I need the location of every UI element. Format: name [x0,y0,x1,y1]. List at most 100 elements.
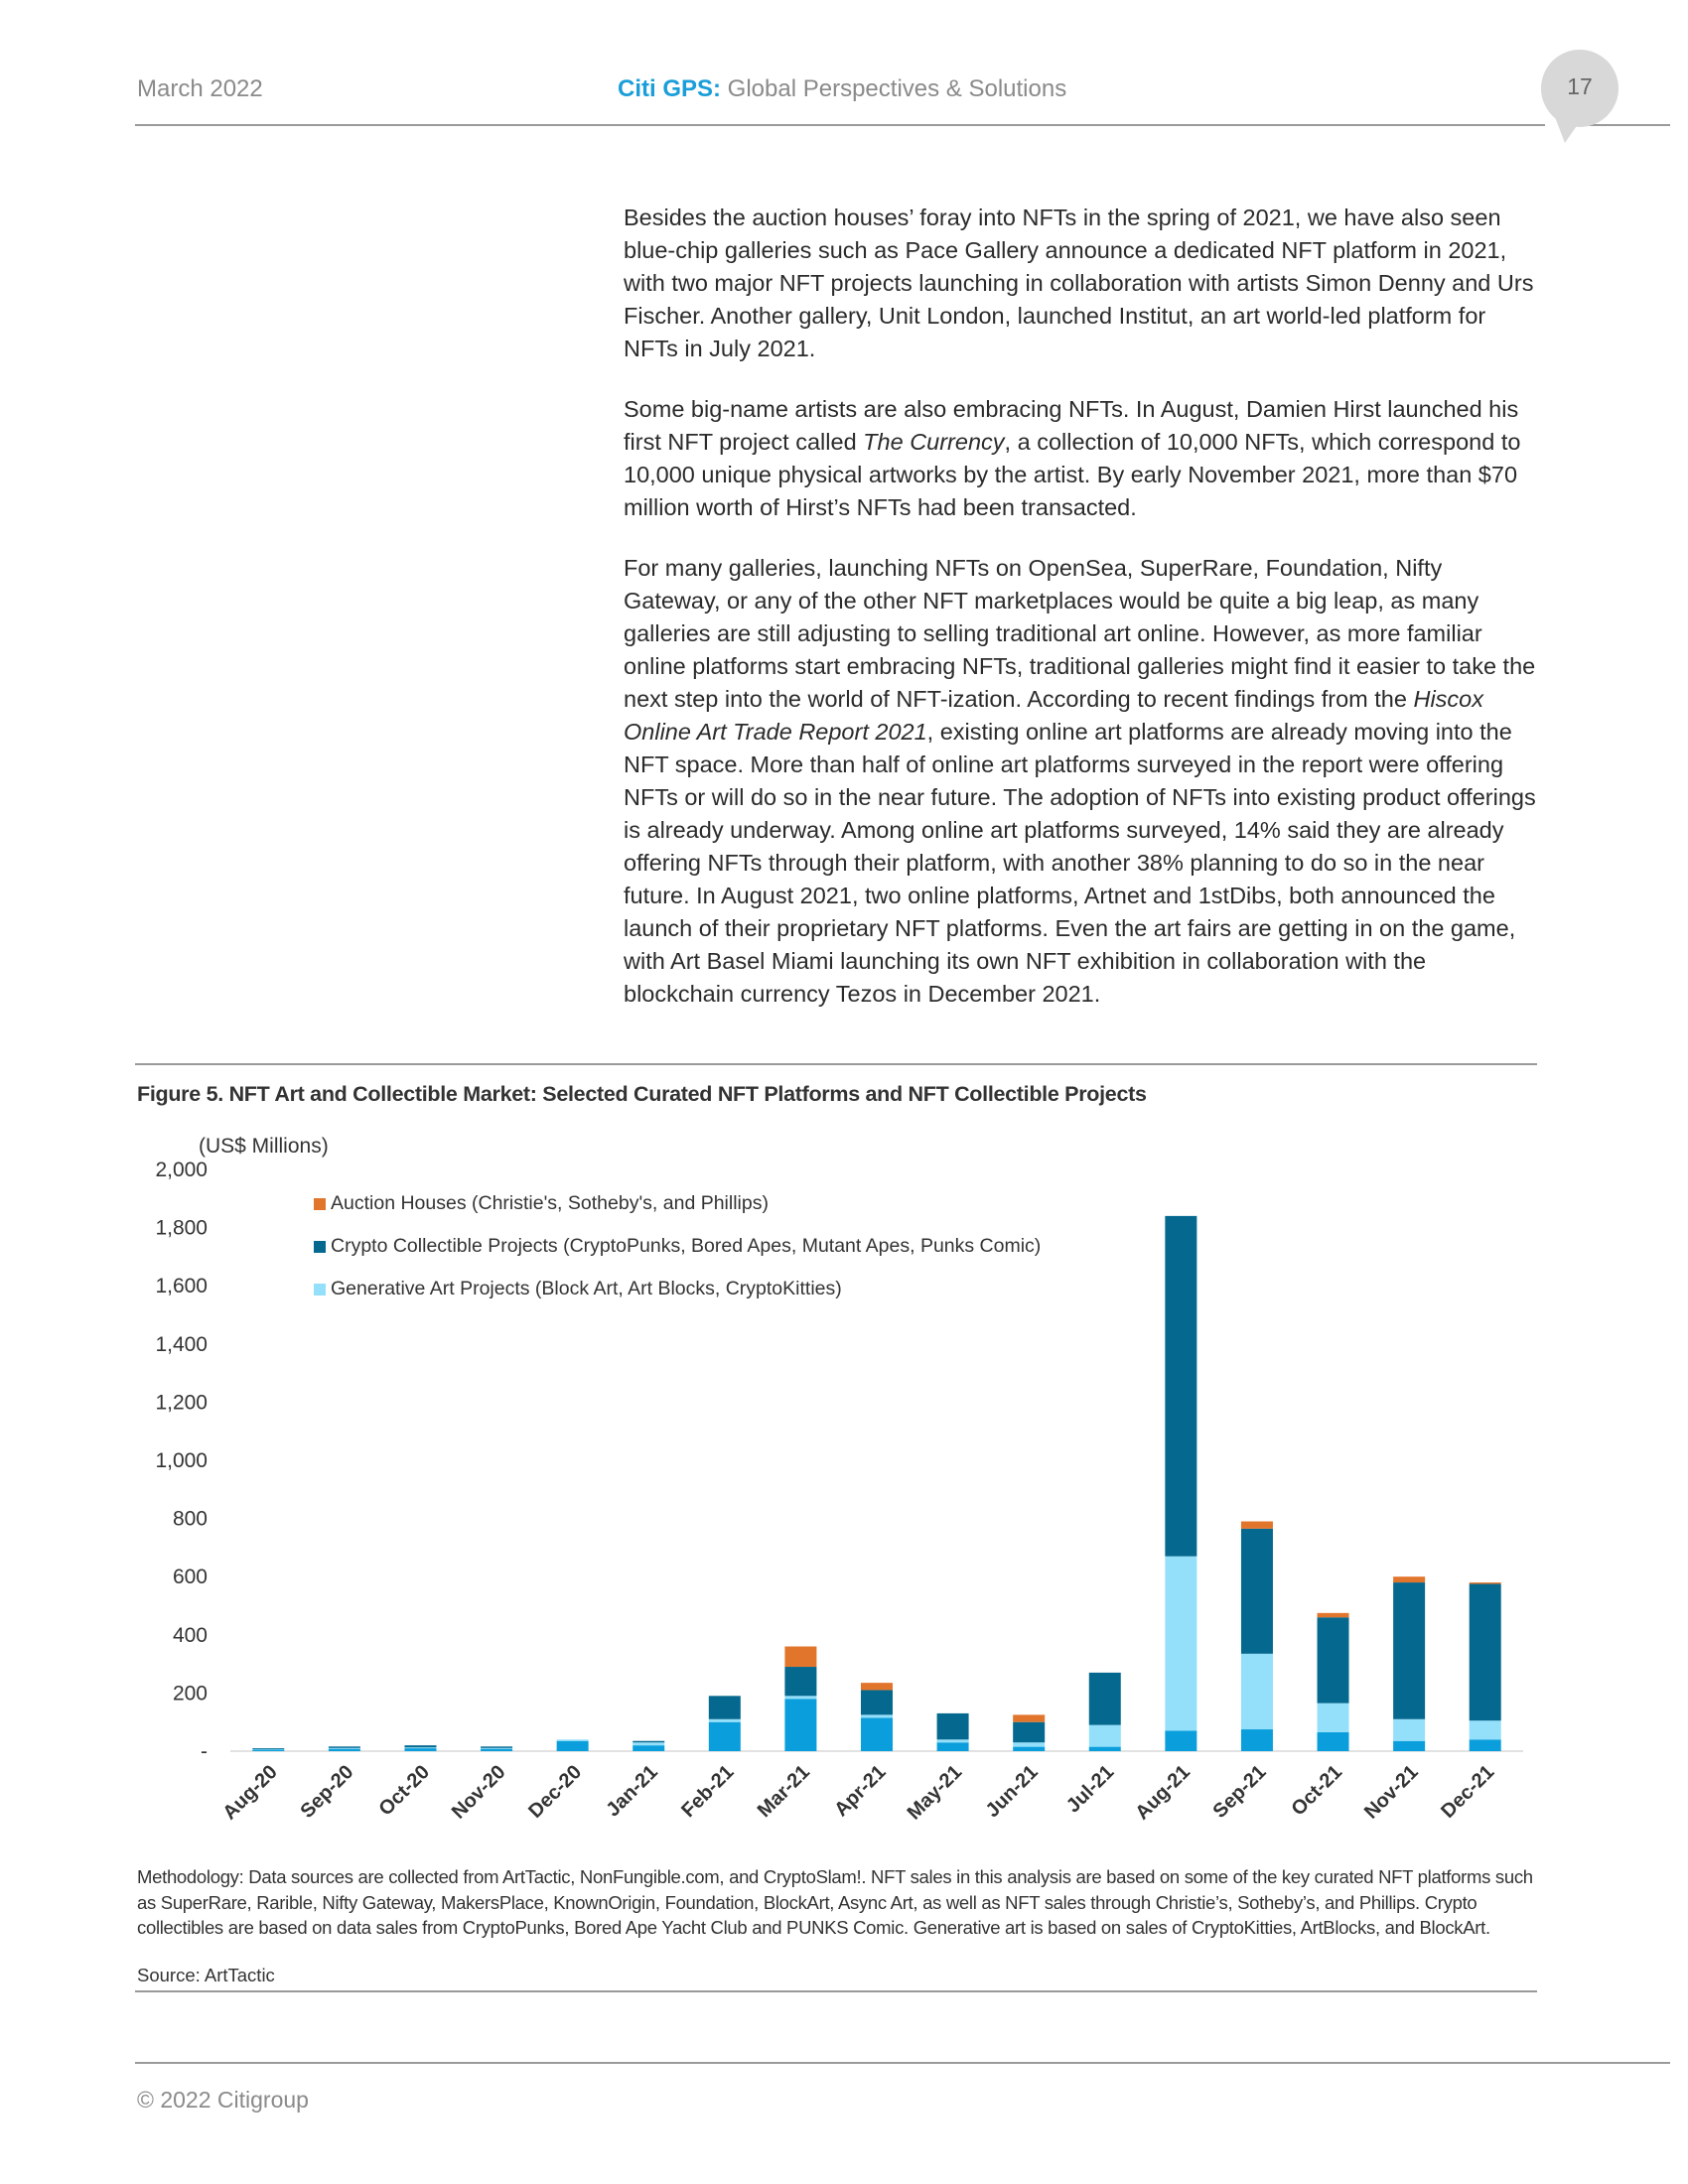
body-text: Besides the auction houses’ foray into N… [624,202,1537,1038]
x-tick-label: Aug-20 [218,1761,281,1824]
bar-segment [1088,1724,1121,1747]
bar-segment [1393,1740,1426,1751]
y-tick-label: 1,200 [155,1391,208,1414]
x-tick-label: Dec-21 [1437,1761,1498,1823]
bar-segment [1240,1521,1273,1529]
chart-y-axis-label: (US$ Millions) [199,1135,329,1158]
bar-segment [404,1747,437,1749]
bar-segment [1013,1714,1046,1722]
bar-segment [1240,1729,1273,1751]
bar-segment [1088,1746,1121,1751]
y-tick-label: 200 [173,1682,208,1705]
bar-segment [1165,1556,1197,1731]
figure-methodology: Methodology: Data sources are collected … [137,1866,1533,1938]
legend-label: Generative Art Projects (Block Art, Art … [331,1278,842,1299]
y-tick-label: 1,600 [155,1275,208,1297]
bar-segment [481,1747,513,1749]
y-tick-label: 600 [173,1566,208,1588]
bar-segment [1469,1739,1501,1751]
bar-segment [708,1696,741,1719]
bar-segment [1469,1583,1501,1721]
bar-segment [784,1667,817,1697]
x-tick-label: Nov-20 [448,1761,510,1824]
bar-segment [404,1745,437,1748]
bar-segment [1013,1746,1046,1751]
bar-segment [1393,1582,1426,1719]
header-subtitle: Global Perspectives & Solutions [721,75,1067,102]
paragraph-platforms-part1: For many galleries, launching NFTs on Op… [624,555,1536,712]
y-tick-label: 1,000 [155,1449,208,1472]
bar-segment [1469,1582,1501,1584]
figure-top-rule [135,1063,1537,1065]
x-tick-label: Jan-21 [602,1761,661,1821]
paragraph-platforms-report: Hiscox Online Art Trade Report 2021 [624,686,1483,745]
bar-segment [633,1742,665,1746]
y-tick-label: 400 [173,1624,208,1647]
bar-segment [252,1749,285,1751]
bar-segment [1317,1703,1349,1732]
header-divider [135,124,1545,126]
y-tick-label: 800 [173,1508,208,1531]
x-tick-label: Apr-21 [830,1761,890,1821]
header-brand: Citi GPS: [618,75,722,102]
x-tick-label: Nov-21 [1360,1761,1423,1824]
x-tick-label: Oct-20 [374,1761,434,1821]
bar-segment [1317,1612,1349,1618]
bar-segment [556,1739,589,1741]
legend-swatch [314,1241,326,1253]
bar-segment [936,1712,969,1740]
legend-label: Crypto Collectible Projects (CryptoPunks… [331,1235,1041,1257]
y-tick-label: 1,400 [155,1333,208,1356]
bar-segment [784,1699,817,1751]
figure-source: Source: ArtTactic [137,1965,275,1985]
header-divider-right [1589,124,1670,126]
bar-segment [1165,1215,1197,1557]
footer-divider [135,2062,1670,2064]
bar-segment [861,1714,893,1718]
bar-segment [633,1745,665,1751]
chart-legend: Auction Houses (Christie's, Sotheby's, a… [314,1192,1041,1299]
bar-segment [1013,1742,1046,1747]
bar-segment [936,1742,969,1751]
y-axis-ticks: - 200 400 600 800 1,000 1,200 1,400 1,600 1,800 2,… [155,1159,208,1763]
figure-title: Figure 5. NFT Art and Collectible Market… [137,1082,1147,1106]
bar-segment [1240,1528,1273,1654]
header-date: March 2022 [137,75,263,102]
paragraph-artists: Some big-name artists are also embracing… [624,393,1537,524]
bar-segment [708,1718,741,1722]
x-tick-label: May-21 [904,1761,967,1825]
bar-segment [1317,1731,1349,1751]
bar-segment [404,1748,437,1751]
x-tick-label: Mar-21 [754,1761,814,1822]
chart-bars [252,1215,1501,1751]
x-tick-label: Sep-21 [1209,1761,1271,1823]
footer-copyright: © 2022 Citigroup [137,2087,309,2113]
bar-segment [328,1747,360,1749]
bar-segment [708,1721,741,1751]
bar-segment [861,1717,893,1751]
legend-swatch [314,1198,326,1210]
bar-segment [1240,1653,1273,1730]
legend-label: Auction Houses (Christie's, Sotheby's, a… [331,1192,769,1214]
bar-segment [252,1748,285,1750]
y-tick-label: 2,000 [155,1159,208,1181]
x-tick-label: Oct-21 [1287,1761,1346,1821]
bar-segment [784,1696,817,1700]
page-number-badge: 17 [1541,50,1618,127]
y-tick-label: - [201,1740,208,1763]
bar-segment [1393,1718,1426,1741]
stacked-bar-chart: (US$ Millions) - 200 400 600 800 1,000 1,200 1,… [155,1135,1523,1825]
x-tick-label: Aug-21 [1131,1761,1194,1824]
chart-container: (US$ Millions) - 200 400 600 800 1,000 1,200 1,… [135,1132,1545,1846]
bar-segment [328,1748,360,1751]
paragraph-artists-title: The Currency [863,429,1005,455]
bar-segment [1469,1720,1501,1740]
paragraph-platforms: For many galleries, launching NFTs on Op… [624,552,1537,1011]
figure-bottom-rule [135,1990,1537,1992]
bar-segment [1393,1576,1426,1583]
bar-segment [556,1740,589,1751]
bar-segment [1088,1672,1121,1725]
x-tick-label: Jun-21 [982,1761,1043,1822]
paragraph-artists-part2: , a collection of 10,000 NFTs, which cor… [624,429,1521,520]
bar-segment [861,1683,893,1691]
